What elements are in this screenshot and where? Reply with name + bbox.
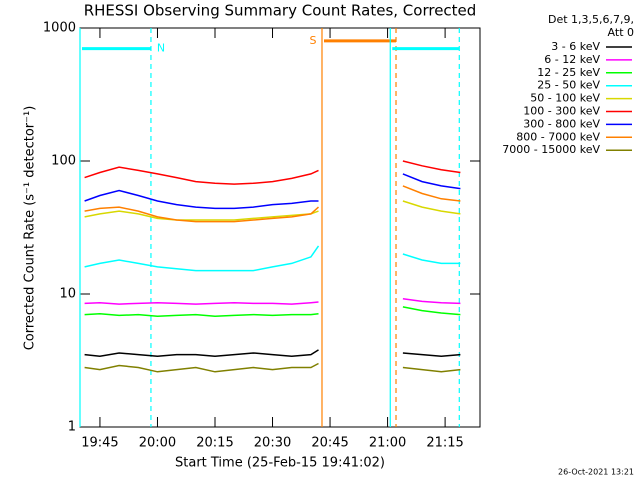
legend-label: 12 - 25 keV (537, 66, 600, 79)
y-axis-label: Corrected Count Rate (s⁻¹ detector⁻¹) (23, 106, 38, 351)
series-line (84, 245, 320, 272)
x-tick-label: 19:45 (81, 436, 118, 451)
legend-header: Det 1,3,5,6,7,9, (548, 13, 634, 26)
y-tick-label: 10 (59, 287, 76, 302)
x-tick-label: 20:30 (254, 436, 291, 451)
series-line (402, 253, 461, 265)
legend-label: 6 - 12 keV (544, 53, 600, 66)
series-line (84, 166, 319, 185)
series-line (402, 366, 461, 373)
y-tick-label: 1000 (43, 21, 76, 36)
legend-label: 50 - 100 keV (530, 92, 600, 105)
y-tick-label: 1 (68, 420, 76, 435)
series-line (84, 362, 319, 373)
y-tick-label: 100 (51, 154, 76, 169)
series-line (402, 160, 461, 174)
series-line (84, 349, 319, 358)
series-line (402, 352, 461, 358)
x-tick-label: 20:15 (196, 436, 233, 451)
series-line (84, 210, 319, 221)
series-line (84, 313, 319, 318)
legend-label: 800 - 7000 keV (516, 130, 600, 143)
x-tick-label: 21:00 (369, 436, 406, 451)
series-line (84, 206, 320, 223)
legend-label: 100 - 300 keV (523, 105, 600, 118)
interval-label: S (310, 34, 317, 47)
series-line (402, 298, 461, 305)
x-axis-label: Start Time (25-Feb-15 19:41:02) (175, 456, 385, 471)
legend-label: 300 - 800 keV (523, 117, 600, 130)
x-tick-label: 20:45 (311, 436, 348, 451)
series-line (402, 200, 461, 215)
series-line (402, 306, 461, 316)
series-line (84, 301, 319, 305)
interval-label: N (157, 42, 165, 55)
legend-label: 3 - 6 keV (551, 40, 600, 53)
footer: 26-Oct-2021 13:21 (558, 468, 634, 477)
x-tick-label: 21:15 (426, 436, 463, 451)
legend-label: 25 - 50 keV (537, 79, 600, 92)
x-tick-label: 20:00 (139, 436, 176, 451)
series-line (84, 189, 319, 210)
series-line (402, 173, 461, 190)
series-line (402, 185, 461, 202)
chart-title: RHESSI Observing Summary Count Rates, Co… (84, 2, 477, 20)
legend-header: Att 0 (608, 26, 634, 39)
legend-label: 7000 - 15000 keV (502, 143, 600, 156)
